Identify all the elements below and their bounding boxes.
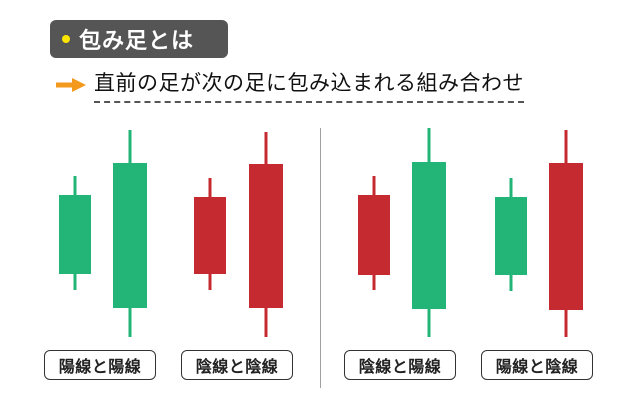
- right-arrow-icon: [56, 78, 86, 92]
- candle-body: [495, 197, 527, 275]
- bullish-candle: [59, 176, 91, 290]
- section-divider: [320, 128, 321, 388]
- subtitle-row: 直前の足が次の足に包み込まれる組み合わせ: [56, 67, 524, 103]
- candle-body: [549, 163, 583, 310]
- candle-body: [412, 162, 446, 309]
- candle-body: [113, 163, 147, 308]
- candle-body: [358, 195, 390, 275]
- example-label: 陽線と陽線: [44, 350, 156, 380]
- title-badge: 包み足とは: [50, 20, 228, 58]
- bearish-candle: [249, 132, 283, 337]
- bullish-candle: [113, 130, 147, 337]
- bearish-candle: [358, 176, 390, 290]
- bullish-candle: [412, 128, 446, 337]
- candle-body: [194, 197, 226, 274]
- page-title: 包み足とは: [79, 29, 195, 54]
- example-label: 陰線と陽線: [344, 350, 456, 380]
- example-label: 陽線と陰線: [481, 350, 593, 380]
- bearish-candle: [549, 130, 583, 337]
- candle-body: [59, 195, 91, 274]
- candle-body: [249, 164, 283, 308]
- bullet-dot-icon: [62, 35, 70, 43]
- bullish-candle: [495, 178, 527, 291]
- subtitle: 直前の足が次の足に包み込まれる組み合わせ: [94, 67, 524, 103]
- example-label: 陰線と陰線: [181, 350, 293, 380]
- bearish-candle: [194, 178, 226, 290]
